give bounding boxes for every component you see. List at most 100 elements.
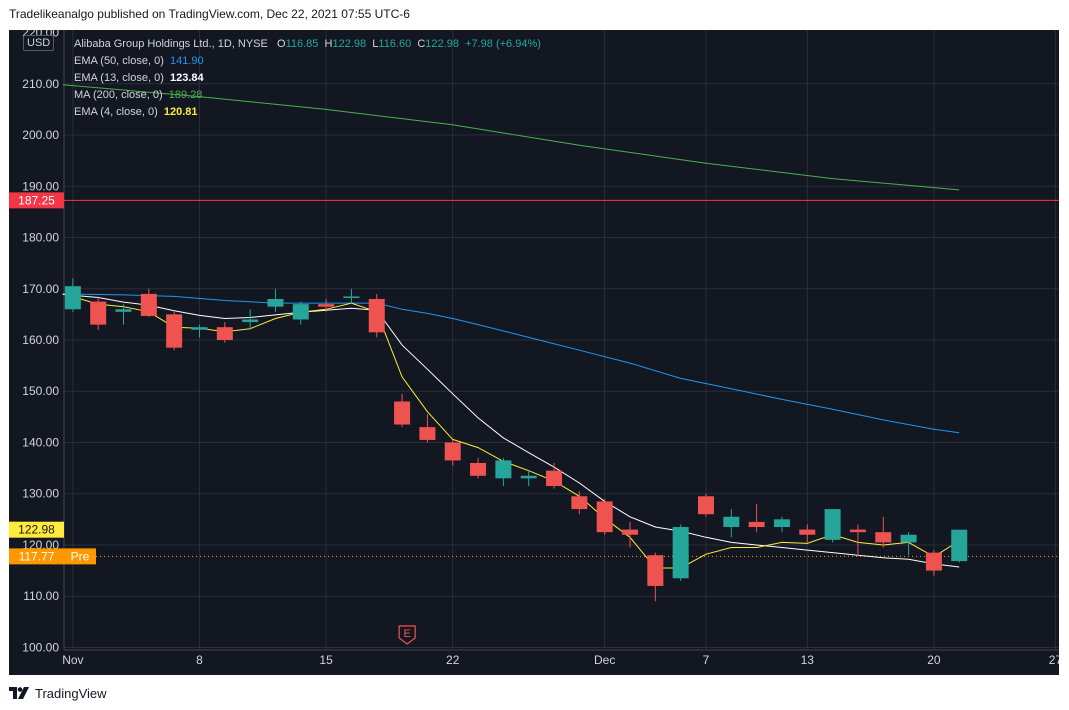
price-change: +7.98 (+6.94%) <box>465 38 541 50</box>
price-label-bg <box>9 192 64 209</box>
price-label-text: 187.25 <box>18 193 55 207</box>
candle-body <box>394 401 411 425</box>
candle-body <box>824 509 841 540</box>
indicator-label: EMA (4, close, 0) <box>74 106 158 118</box>
candle <box>672 524 689 581</box>
price-label-tag: Pre <box>71 549 90 563</box>
candle <box>140 288 157 317</box>
candle-body <box>444 442 461 461</box>
candle-body <box>596 501 613 533</box>
candle <box>723 509 740 538</box>
candle <box>495 457 512 487</box>
candle-body <box>64 286 81 310</box>
y-tick-label: 150.00 <box>22 384 59 398</box>
candle-body <box>292 304 309 320</box>
candle-body <box>90 301 107 325</box>
footer: TradingView <box>9 684 107 702</box>
publish-line: Tradelikeanalgo published on TradingView… <box>9 7 410 21</box>
candle <box>444 439 461 466</box>
candle <box>697 493 714 517</box>
candle <box>520 470 537 487</box>
candle <box>115 304 132 325</box>
price-axis: 100.00110.00120.00130.00140.00150.00160.… <box>9 30 96 654</box>
candle <box>292 301 309 325</box>
y-tick-label: 130.00 <box>22 487 59 501</box>
x-tick-label: 22 <box>446 653 460 667</box>
candle-body <box>343 296 360 298</box>
y-tick-label: 100.00 <box>22 640 59 654</box>
y-tick-label: 140.00 <box>22 435 59 449</box>
currency-button[interactable]: USD <box>23 35 55 51</box>
indicator-legend-ema50[interactable]: EMA (50, close, 0) 141.90 <box>74 53 541 70</box>
candle-body <box>799 529 816 535</box>
candle <box>571 491 588 515</box>
candle-body <box>925 552 942 571</box>
price-chart[interactable]: 100.00110.00120.00130.00140.00150.00160.… <box>9 30 1059 675</box>
price-label-tag-bg <box>64 548 96 565</box>
candles-layer <box>64 278 968 602</box>
earnings-marker-shape <box>398 625 416 645</box>
x-tick-label: 27 <box>1049 653 1059 667</box>
candle <box>318 299 335 312</box>
indicator-value: 189.28 <box>168 89 203 101</box>
footer-brand: TradingView <box>35 685 107 701</box>
candle <box>849 524 866 556</box>
candle <box>748 503 765 533</box>
indicator-line <box>62 293 960 568</box>
candle-body <box>647 555 664 586</box>
candle-body <box>748 521 765 528</box>
candle-body <box>900 534 917 543</box>
candle <box>824 509 841 543</box>
candle <box>64 278 81 312</box>
candle-body <box>115 309 132 312</box>
candle <box>242 309 259 330</box>
indicator-value: 120.81 <box>163 106 198 118</box>
price-label-bg <box>9 548 64 565</box>
candle <box>368 293 385 338</box>
candle-body <box>191 327 208 330</box>
price-label: 187.25 <box>9 192 64 209</box>
ohlc-open-label: O <box>277 38 286 50</box>
ohlc-high-value: 122.98 <box>332 38 367 50</box>
candle-body <box>571 496 588 510</box>
candle-body <box>267 299 284 307</box>
x-tick-label: 8 <box>196 653 203 667</box>
indicator-label: EMA (13, close, 0) <box>74 72 164 84</box>
candle-body <box>520 475 537 479</box>
symbol-name[interactable]: Alibaba Group Holdings Ltd., 1D, NYSE <box>74 38 268 50</box>
candle <box>622 521 639 548</box>
candle <box>773 516 790 533</box>
earnings-marker-icon[interactable]: E <box>398 625 416 645</box>
ohlc-close-label: C <box>417 38 426 50</box>
candle <box>647 552 664 602</box>
x-tick-label: 7 <box>703 653 710 667</box>
candle-body <box>875 532 892 543</box>
grid-layer <box>63 30 1059 651</box>
indicator-label: MA (200, close, 0) <box>74 89 163 101</box>
tradingview-logo-icon <box>9 687 29 699</box>
ohlc-open-value: 116.85 <box>285 38 319 50</box>
candle-body <box>697 496 714 515</box>
y-tick-label: 110.00 <box>23 589 59 603</box>
candle-body <box>242 319 259 323</box>
candle-body <box>495 460 512 479</box>
indicator-legend-ema4[interactable]: EMA (4, close, 0) 120.81 <box>74 104 541 121</box>
y-tick-label: 190.00 <box>22 179 59 193</box>
x-tick-label: 13 <box>801 653 815 667</box>
candle-body <box>140 293 157 316</box>
candle <box>951 529 968 563</box>
indicator-line <box>62 84 960 191</box>
indicator-legend-ema13[interactable]: EMA (13, close, 0) 123.84 <box>74 70 541 87</box>
horizontal-lines-layer <box>64 199 1059 557</box>
candle-body <box>773 519 790 528</box>
chart-frame[interactable]: 100.00 110.00 120.00 130.00 140.00 150.00 160.… <box>9 30 1059 675</box>
candle <box>216 322 233 343</box>
time-axis: Nov 8 15 22 Dec 7 13 20 27 <box>62 653 1059 667</box>
candle-body <box>951 529 968 562</box>
x-tick-label: Dec <box>594 653 615 667</box>
candle <box>343 288 360 305</box>
indicator-legend-ma200[interactable]: MA (200, close, 0) 189.28 <box>74 87 541 104</box>
price-label-text: 117.77 <box>19 549 55 563</box>
indicator-label: EMA (50, close, 0) <box>74 55 164 67</box>
candle-body <box>723 516 740 528</box>
